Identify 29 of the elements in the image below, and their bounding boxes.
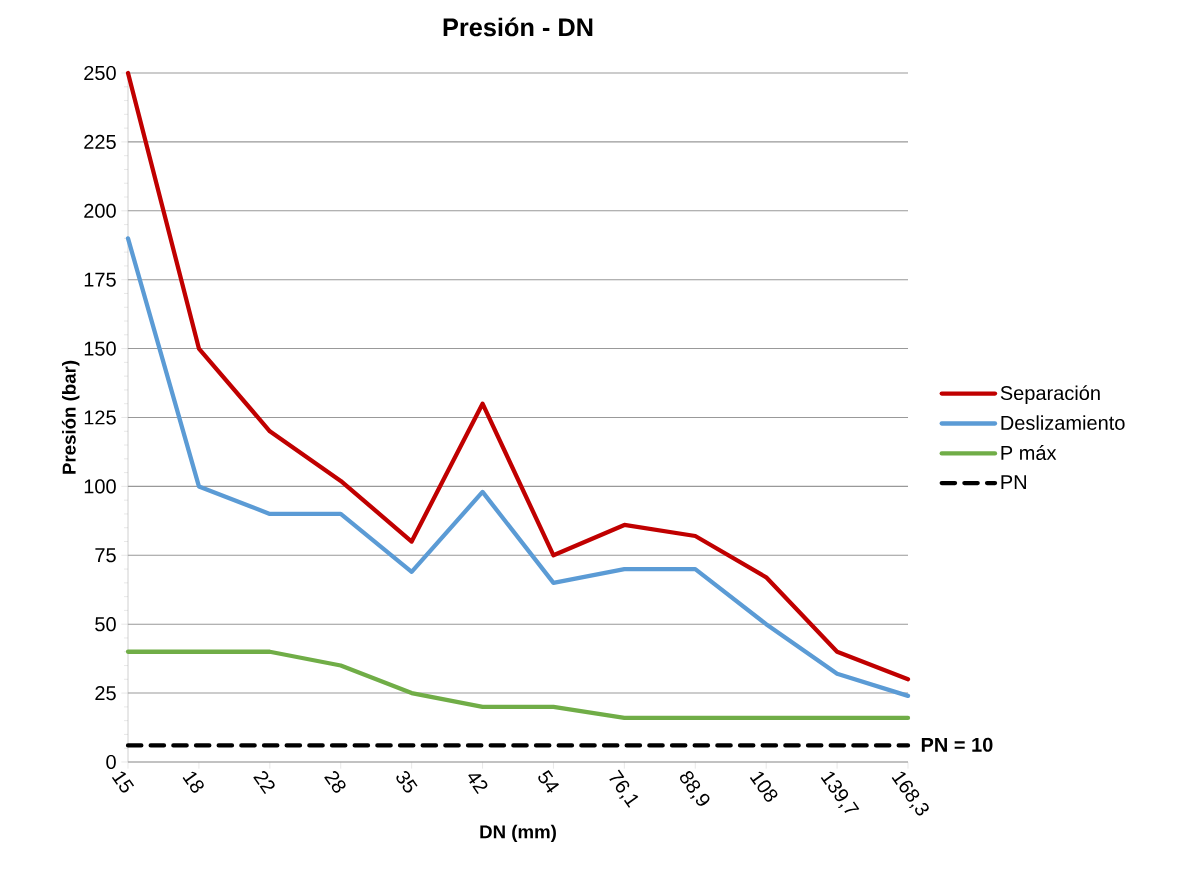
- x-tick-label: 18: [182, 771, 204, 793]
- x-tick-label: 28: [324, 771, 346, 793]
- y-tick-label: 25: [95, 686, 116, 701]
- x-tick-label: 22: [253, 771, 275, 795]
- x-axis-title: DN (mm): [480, 824, 556, 843]
- legend-label: Deslizamiento: [1001, 415, 1125, 430]
- text: PN = 10: [921, 737, 993, 752]
- y-tick-label: 250: [84, 65, 116, 81]
- y-tick-label: 200: [84, 203, 116, 218]
- y-tick-label: 175: [84, 272, 116, 287]
- x-tick-label: 108: [749, 771, 778, 802]
- x-tick-label: 42: [468, 774, 488, 795]
- y-tick-label: 150: [84, 341, 116, 356]
- line-series: [125, 70, 911, 682]
- legend-label: Separación: [1000, 385, 1100, 405]
- y-tick-label: 75: [95, 548, 116, 563]
- x-tick-label: 35: [396, 771, 418, 793]
- legend-label: P máx: [1001, 445, 1057, 460]
- y-tick-label: 125: [84, 410, 116, 425]
- y-axis-title: Presión (bar): [61, 360, 80, 474]
- x-tick-label: 54: [538, 770, 560, 793]
- y-tick-label: 225: [84, 134, 116, 149]
- line-series: [125, 236, 911, 698]
- y-tick-label: 0: [106, 754, 116, 770]
- y-tick-label: 100: [84, 479, 116, 494]
- chart-title: Presión - DN: [443, 17, 593, 37]
- x-tick-label: 15: [111, 771, 135, 793]
- y-tick-label: 50: [95, 617, 116, 632]
- legend-label: PN: [1001, 475, 1026, 489]
